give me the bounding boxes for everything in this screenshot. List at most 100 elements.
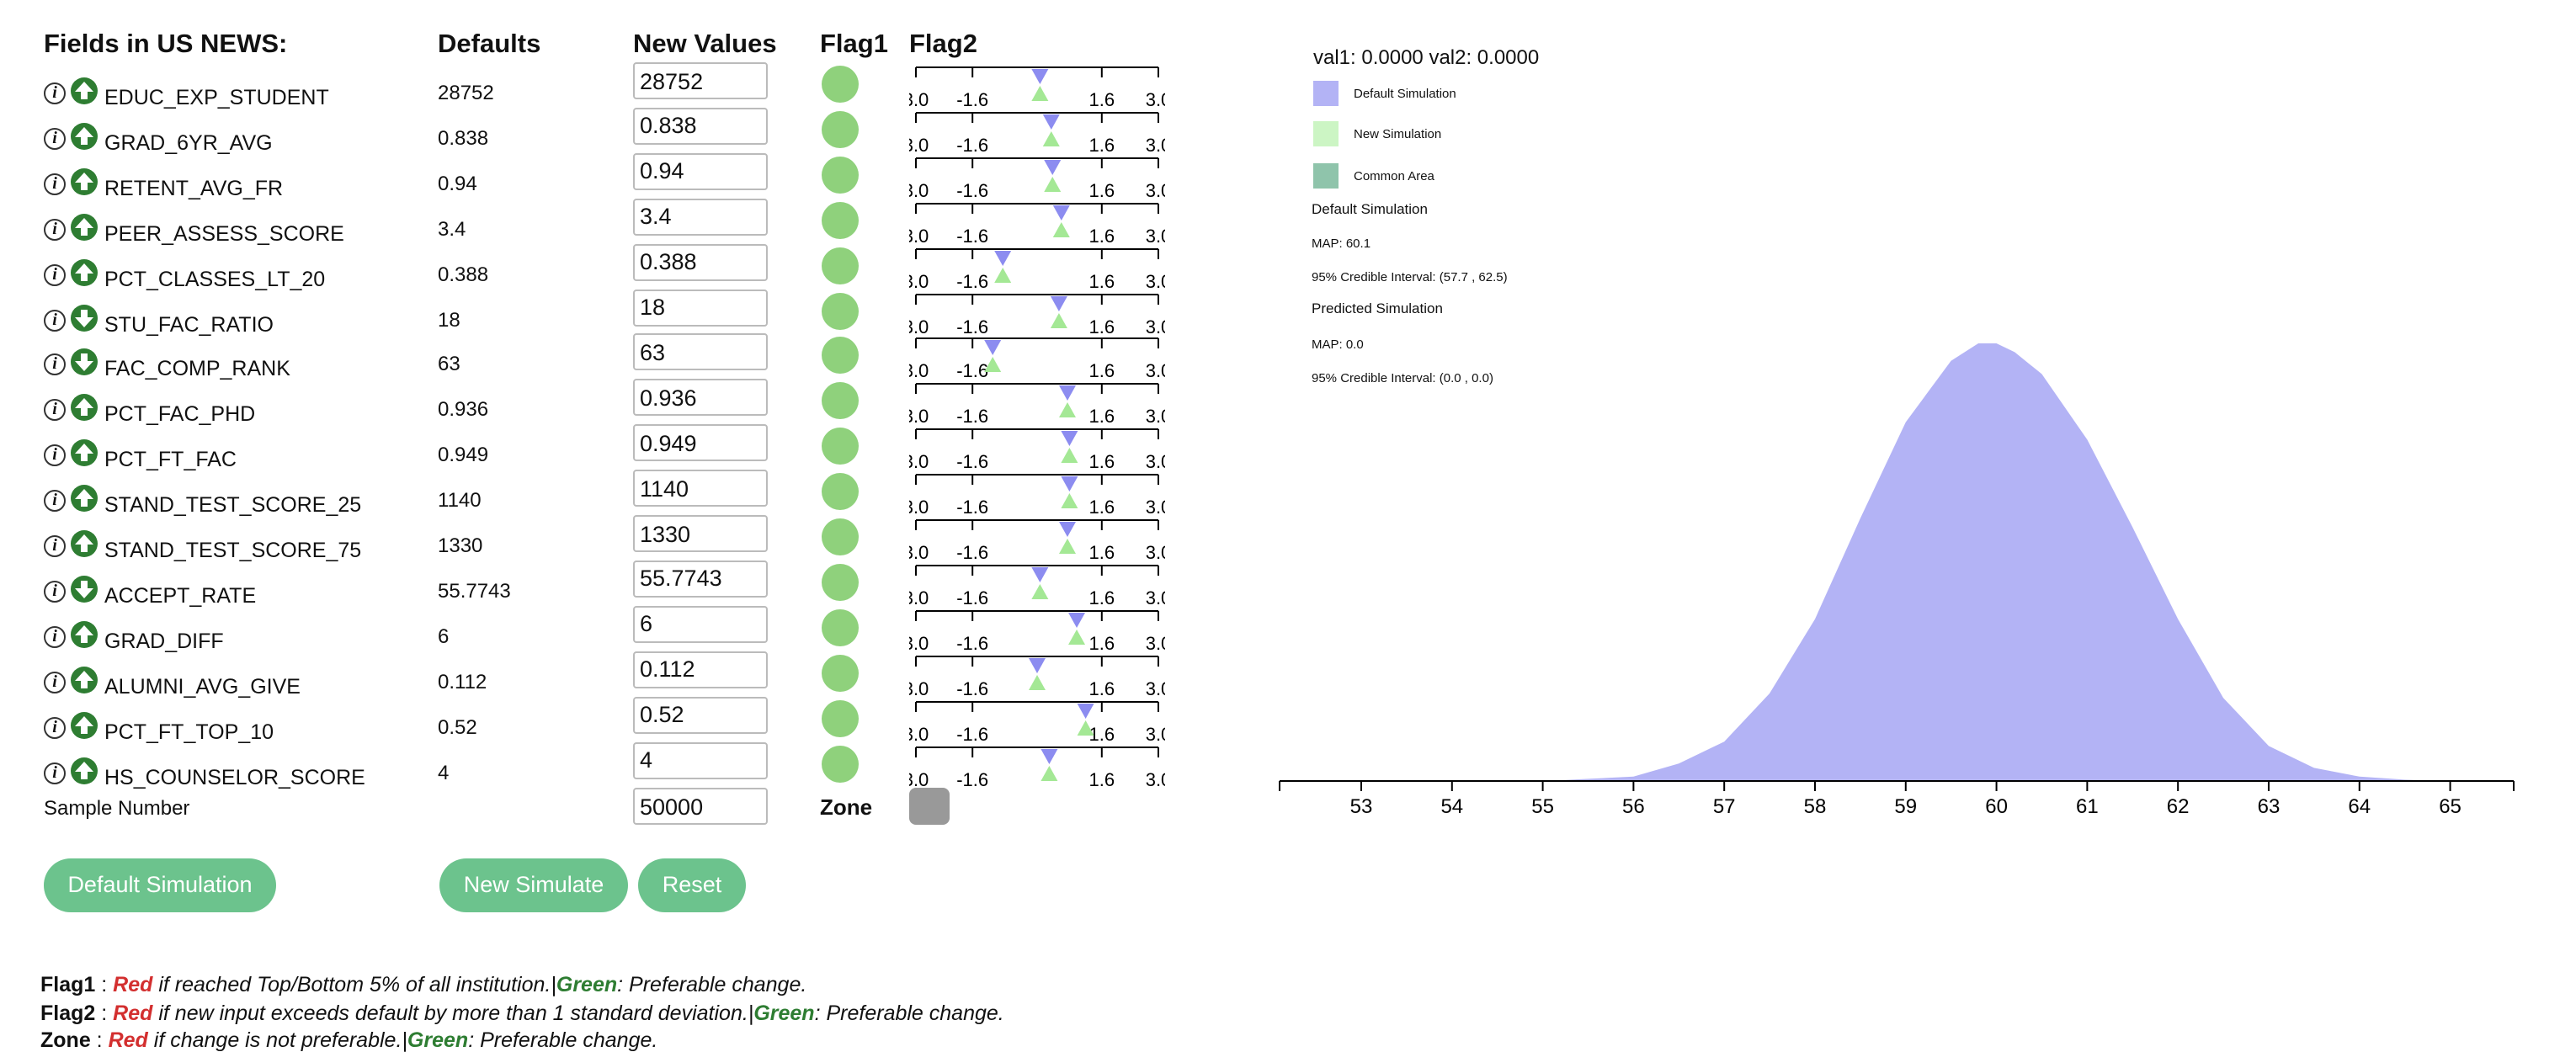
new-value-input[interactable] [633,243,768,281]
new-marker [1068,629,1086,645]
gauge-tick-label: 3.0 [1146,497,1165,518]
default-marker [1077,703,1094,719]
gauge-tick-label: 3.0 [909,451,929,472]
field-name: PCT_FT_TOP_10 [104,720,274,744]
arrow-shape [75,534,93,552]
arrow-shape [75,489,93,507]
x-tick-label: 61 [2076,795,2099,818]
new-value-input[interactable] [633,198,768,236]
gauge-tick-label: -1.6 [956,180,988,201]
flag2-gauge: 3.0-1.61.63.0 [909,746,1165,789]
info-icon[interactable]: i [44,625,66,648]
gauge-tick-label: 3.0 [909,316,929,337]
flag2-gauge: 3.0-1.61.63.0 [909,157,1165,201]
arrow-up-glyph [75,444,93,462]
flag2-gauge: 3.0-1.61.63.0 [909,383,1165,428]
flag2-gauge: 3.0-1.61.63.0 [909,700,1165,744]
default-simulation-button[interactable]: Default Simulation [44,858,276,912]
legend-default-swatch [1313,81,1339,106]
info-icon[interactable]: i [44,762,66,784]
flag1-indicator [822,201,859,239]
flag2-gauge: 3.0-1.61.63.0 [909,111,1165,156]
new-value-input[interactable] [633,741,768,778]
new-value-input[interactable] [633,605,768,643]
legend-zone: Zone : Red if change is not preferable.|… [40,1028,658,1052]
x-tick-label: 59 [1894,795,1917,818]
info-icon[interactable]: i [44,399,66,422]
legend-new-swatch [1313,121,1339,146]
arrow-up-icon [71,167,98,195]
flag1-indicator [822,428,859,465]
flag2-gauge: 3.0-1.61.63.0 [909,609,1165,654]
info-icon[interactable]: i [44,82,66,104]
default-ci: 95% Credible Interval: (57.7 , 62.5) [1312,269,1508,284]
field-name: STAND_TEST_SCORE_25 [104,493,362,518]
field-row: i FAC_COMP_RANK 63 3.0 -1.6 1.6 3.0 [0,333,1179,393]
gauge-tick-label: -1.6 [956,361,988,382]
arrow-shape [75,444,93,462]
new-marker [1042,130,1060,146]
new-value-input[interactable] [633,379,768,417]
default-marker [1061,431,1078,447]
x-tick-label: 65 [2439,795,2462,818]
info-icon[interactable]: i [44,490,66,513]
gauge-tick-label: 3.0 [1146,723,1165,744]
new-value-input[interactable] [633,107,768,145]
flag2-gauge: 3.0-1.61.63.0 [909,428,1165,472]
field-name: HS_COUNSELOR_SCORE [104,765,365,789]
default-value: 0.838 [438,125,489,150]
default-marker [1068,612,1086,628]
default-value: 0.52 [438,715,477,739]
gauge-tick-label: 3.0 [909,723,929,744]
new-value-input[interactable] [633,470,768,507]
sample-number-input[interactable] [633,788,768,825]
gauge-tick-label: 1.6 [1089,633,1115,654]
new-value-input[interactable] [633,152,768,190]
info-icon[interactable]: i [44,173,66,195]
default-marker [1059,385,1076,401]
arrow-up-glyph [75,217,93,236]
arrow-up-icon [71,757,98,784]
gauge-tick-label: 1.6 [1089,89,1115,110]
new-value-input[interactable] [633,62,768,99]
arrow-up-icon [71,213,98,241]
info-icon[interactable]: i [44,218,66,241]
info-icon[interactable]: i [44,444,66,467]
gauge-tick-label: 1.6 [1089,361,1115,382]
gauge-tick-label: -1.6 [956,225,988,246]
gauge-tick-label: 3.0 [909,180,929,201]
gauge-tick-label: 1.6 [1089,497,1115,518]
default-marker [1042,114,1060,130]
field-row: i PCT_FAC_PHD 0.936 3.0 -1.6 1.6 3.0 [0,379,1179,438]
new-value-input[interactable] [633,560,768,598]
field-row: i STAND_TEST_SCORE_25 1140 3.0 -1.6 1.6 3.0 [0,470,1179,529]
flag1-indicator [822,654,859,692]
flag1-indicator [822,292,859,329]
info-icon[interactable]: i [44,535,66,557]
info-icon[interactable]: i [44,671,66,693]
info-icon[interactable]: i [44,263,66,286]
reset-button[interactable]: Reset [638,858,746,912]
field-row: i HS_COUNSELOR_SCORE 4 3.0 -1.6 1.6 3.0 [0,741,1179,800]
info-icon[interactable]: i [44,309,66,331]
flag2-gauge: 3.0-1.61.63.0 [909,66,1165,110]
new-value-input[interactable] [633,289,768,326]
info-icon[interactable]: i [44,127,66,150]
default-marker [1059,522,1076,537]
new-value-input[interactable] [633,696,768,734]
info-icon[interactable]: i [44,580,66,603]
gauge-tick-label: 1.6 [1089,768,1115,789]
new-marker [1044,176,1062,192]
arrow-shape [75,580,93,598]
new-simulate-button[interactable]: New Simulate [439,858,628,912]
new-value-input[interactable] [633,333,768,371]
new-value-input[interactable] [633,515,768,552]
field-row: i PEER_ASSESS_SCORE 3.4 3.0 -1.6 1.6 3.0 [0,198,1179,257]
flag1-indicator [822,563,859,601]
info-icon[interactable]: i [44,353,66,376]
info-icon[interactable]: i [44,716,66,739]
arrow-shape [75,82,93,99]
new-value-input[interactable] [633,651,768,688]
new-value-input[interactable] [633,424,768,462]
gauge-tick-label: 3.0 [909,677,929,699]
